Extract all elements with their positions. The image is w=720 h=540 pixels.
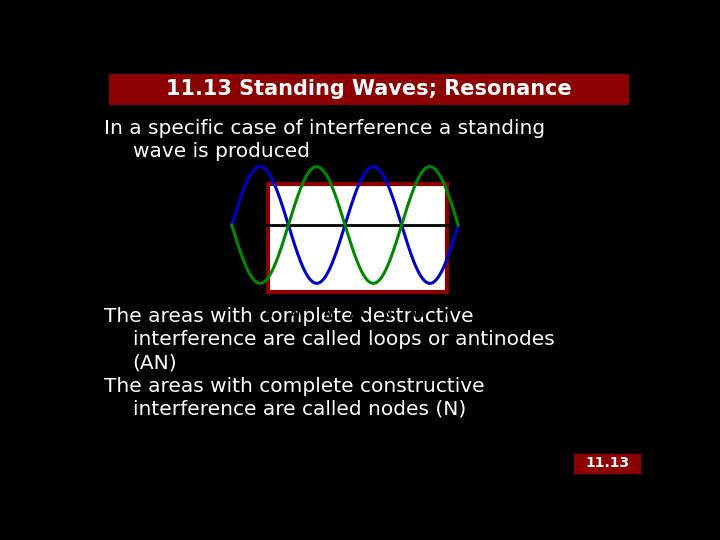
FancyBboxPatch shape	[269, 184, 446, 292]
Text: 11.13 Standing Waves; Resonance: 11.13 Standing Waves; Resonance	[166, 79, 572, 99]
Text: The areas with complete destructive: The areas with complete destructive	[104, 307, 474, 326]
FancyBboxPatch shape	[575, 454, 640, 473]
Text: N: N	[442, 309, 451, 319]
Text: N: N	[323, 309, 332, 319]
FancyBboxPatch shape	[109, 74, 629, 105]
Text: The areas with complete constructive: The areas with complete constructive	[104, 377, 485, 396]
Text: wave is produced: wave is produced	[132, 142, 310, 161]
Text: AN: AN	[409, 309, 425, 319]
Text: AN: AN	[350, 309, 365, 319]
Text: interference are called loops or antinodes: interference are called loops or antinod…	[132, 330, 554, 349]
Text: In a specific case of interference a standing: In a specific case of interference a sta…	[104, 119, 545, 138]
Text: interference are called nodes (N): interference are called nodes (N)	[132, 400, 466, 419]
Text: AN: AN	[290, 309, 306, 319]
Text: N: N	[383, 309, 391, 319]
Text: 11.13: 11.13	[585, 456, 629, 470]
Text: N: N	[264, 309, 272, 319]
Text: (AN): (AN)	[132, 354, 177, 373]
